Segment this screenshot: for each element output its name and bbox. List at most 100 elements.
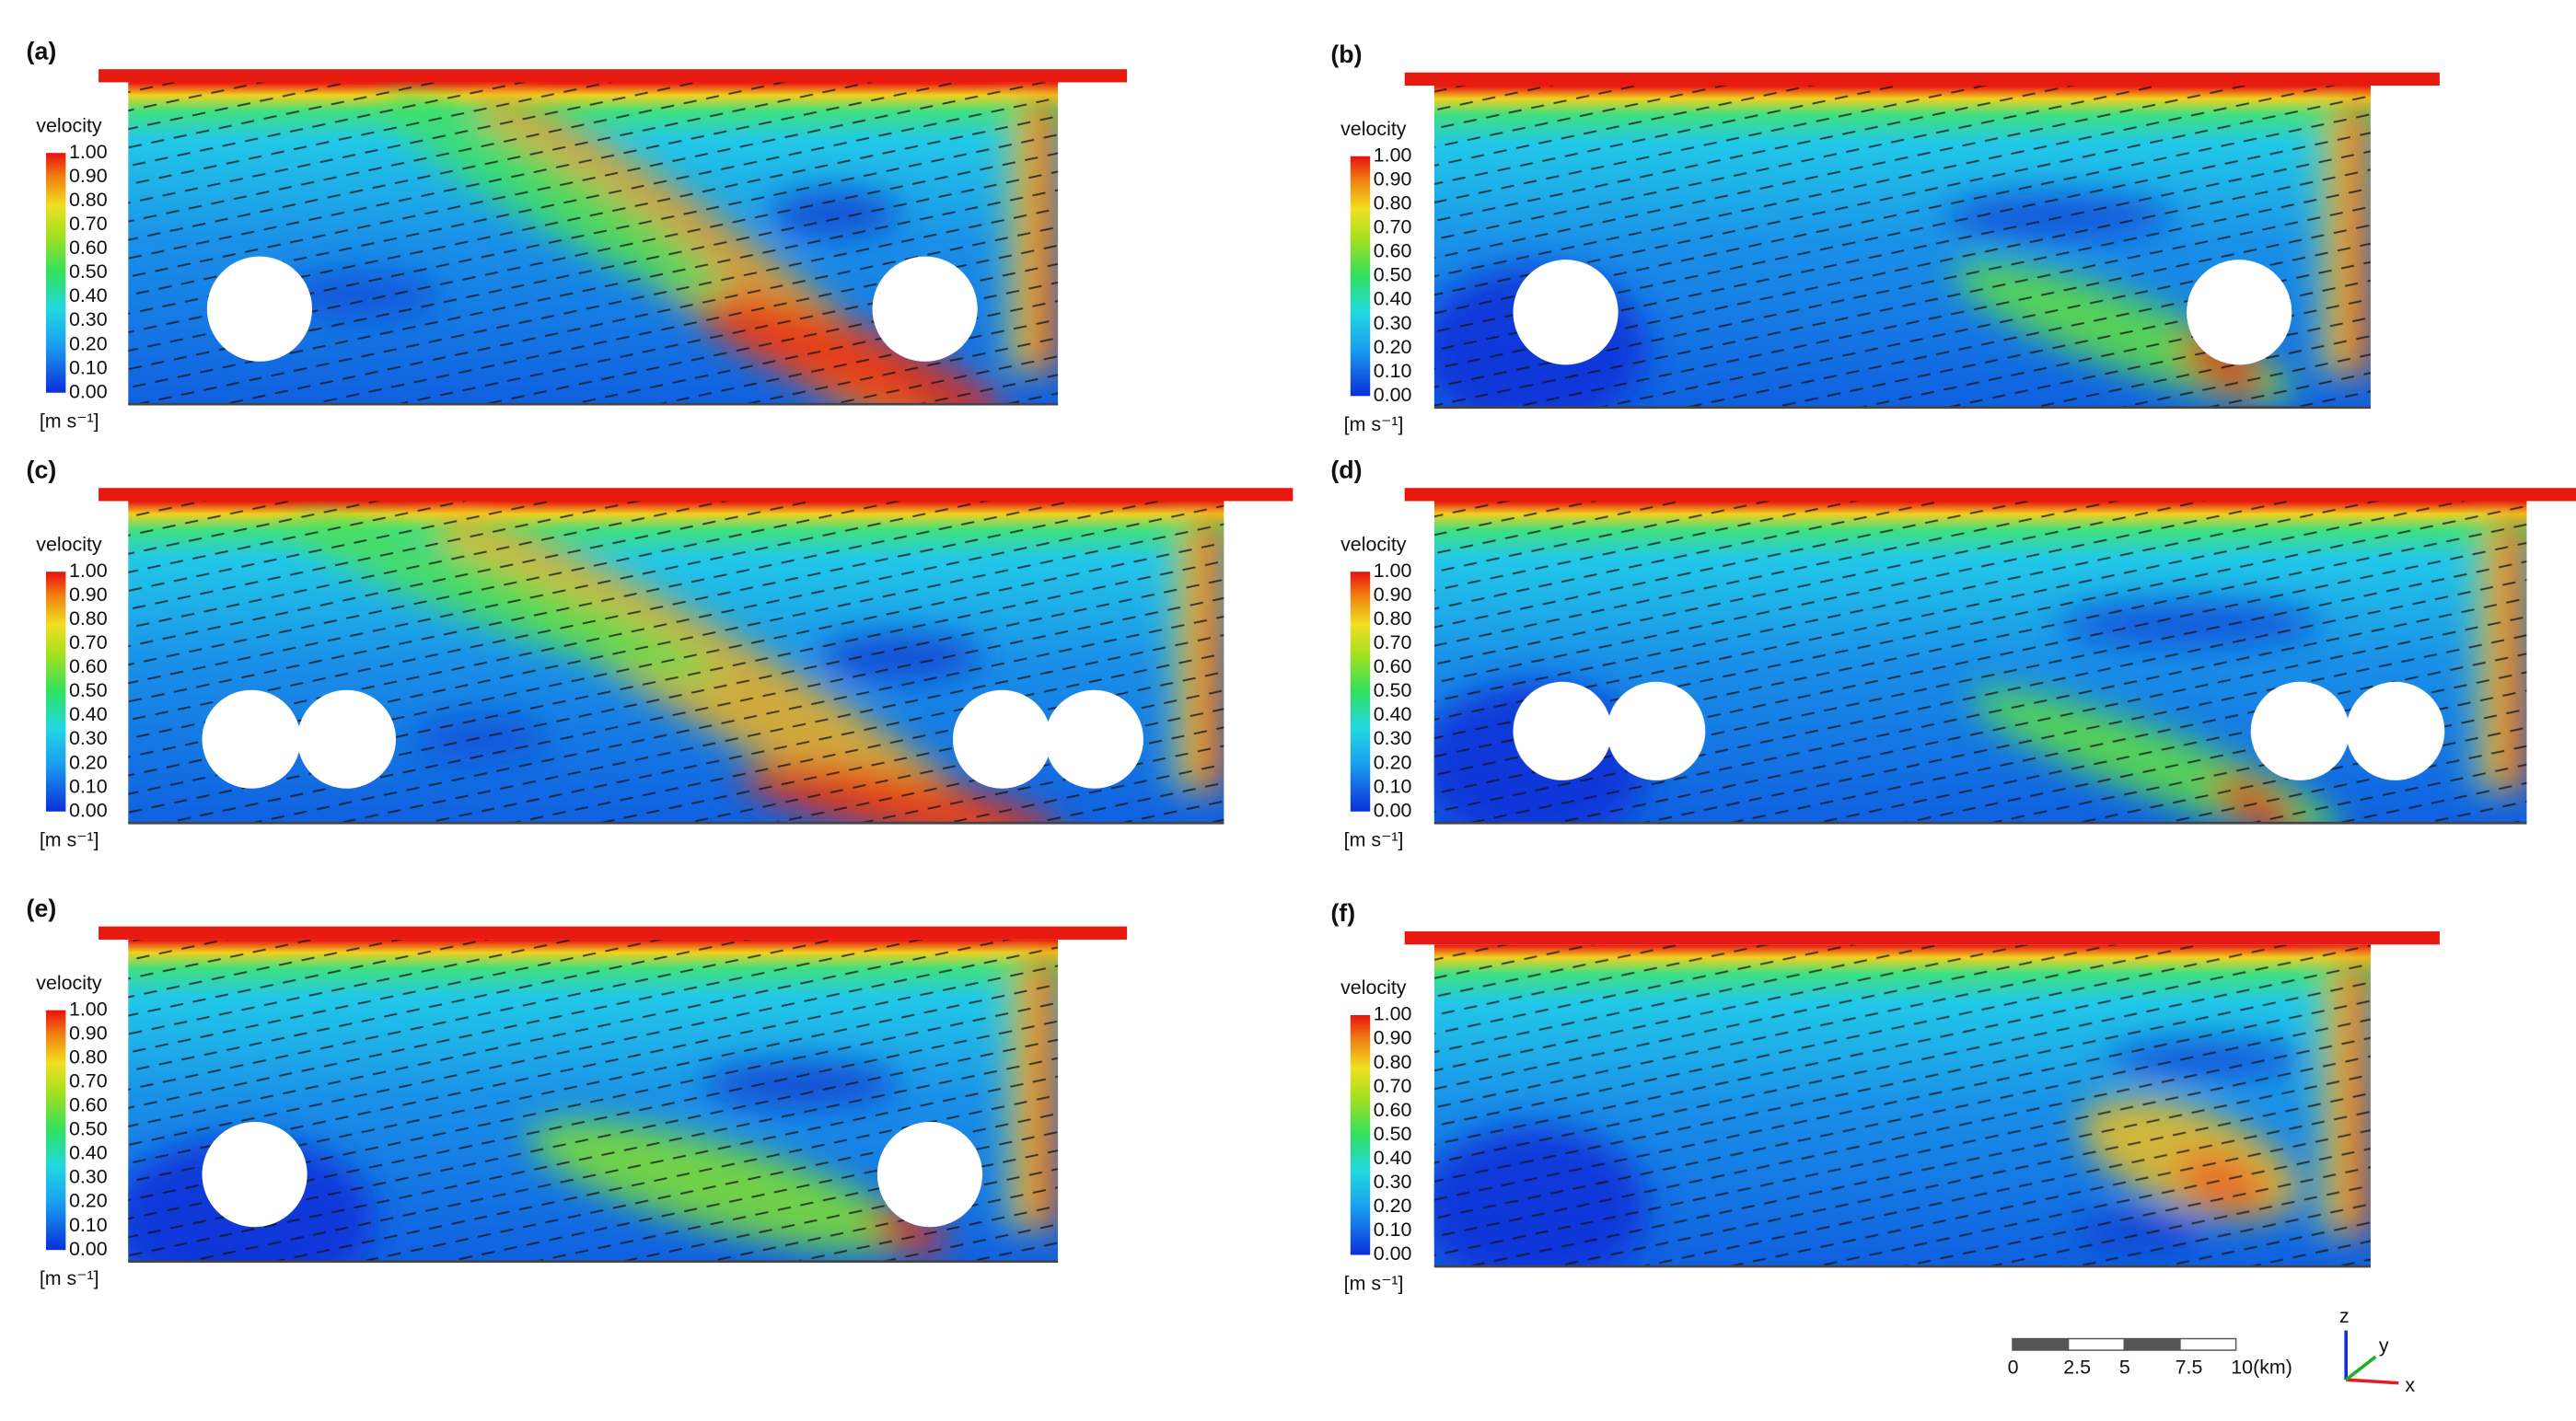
colorbar-tick-label: 0.00 (1374, 1242, 1412, 1265)
panel: (e)velocity1.000.900.800.700.600.500.400… (27, 895, 1128, 1289)
flow-field (1433, 86, 2371, 408)
colorbar (45, 153, 66, 393)
colorbar-tick-label: 0.10 (1374, 360, 1412, 382)
obstacle (876, 1122, 983, 1228)
panel-label: (c) (27, 456, 57, 483)
colorbar-tick-label: 0.70 (1374, 1075, 1412, 1097)
colorbar-tick-label: 0.60 (1374, 1099, 1412, 1121)
colorbar-tick-label: 0.70 (69, 213, 108, 235)
colorbar (45, 1010, 66, 1251)
colorbar-tick-label: 0.10 (1374, 775, 1412, 797)
panel-label: (d) (1330, 456, 1362, 483)
colorbar-tick-label: 0.40 (69, 284, 108, 306)
scale-segment (2123, 1337, 2181, 1351)
colorbar-tick-label: 0.60 (69, 655, 108, 677)
colorbar-title: velocity (1340, 118, 1407, 140)
axis-y (2345, 1355, 2377, 1381)
colorbar-tick-label: 0.60 (1374, 240, 1412, 262)
flow-field (128, 501, 1224, 824)
colorbar (45, 572, 66, 812)
flow-field (1433, 944, 2371, 1267)
colorbar-tick-label: 0.30 (69, 727, 108, 749)
obstacle (1044, 689, 1143, 789)
colorbar-unit: [m s⁻¹] (40, 1267, 99, 1289)
colorbar-title: velocity (36, 972, 102, 994)
scale-segment (2067, 1337, 2125, 1351)
colorbar-tick-label: 0.20 (69, 1190, 108, 1212)
colorbar-unit: [m s⁻¹] (40, 410, 99, 432)
panel: (d)velocity1.000.900.800.700.600.500.400… (1330, 456, 2576, 851)
colorbar-tick-label: 0.80 (1374, 192, 1412, 214)
obstacle (202, 689, 301, 789)
colorbar-tick-label: 0.50 (69, 679, 108, 701)
colorbar-title: velocity (1340, 976, 1407, 999)
colorbar-tick-label: 0.80 (69, 1046, 108, 1068)
colorbar-tick-label: 0.50 (1374, 1123, 1412, 1145)
colorbar-tick-label: 0.00 (1374, 384, 1412, 406)
top-bar (1404, 931, 2440, 945)
colorbar-title: velocity (36, 533, 102, 555)
scale-segment (2012, 1337, 2070, 1351)
colorbar-tick-label: 0.80 (69, 607, 108, 630)
obstacle (2346, 681, 2445, 780)
colorbar-tick-label: 1.00 (1374, 560, 1412, 582)
axis-label: x (2405, 1374, 2415, 1396)
obstacle (202, 1122, 307, 1228)
colorbar-tick-label: 0.80 (69, 189, 108, 211)
colorbar-tick-label: 0.80 (1374, 1051, 1412, 1073)
panel-label: (e) (27, 895, 57, 922)
flow-field (128, 939, 1059, 1262)
axis-label: z (2339, 1305, 2350, 1327)
colorbar-tick-label: 0.70 (69, 631, 108, 653)
colorbar-tick-label: 0.90 (1374, 583, 1412, 606)
obstacle (296, 689, 397, 789)
colorbar-tick-label: 0.00 (69, 799, 108, 821)
panel-label: (b) (1330, 40, 1362, 68)
panel: (b)velocity1.000.900.800.700.600.500.400… (1330, 40, 2440, 435)
colorbar-tick-label: 0.20 (1374, 1195, 1412, 1217)
panels: (a)velocity1.000.900.800.700.600.500.400… (27, 37, 2576, 1294)
colorbar-tick-label: 0.90 (69, 583, 108, 606)
colorbar-tick-label: 0.30 (69, 308, 108, 330)
colorbar-tick-label: 0.40 (1374, 288, 1412, 310)
colorbar-tick-label: 0.60 (1374, 655, 1412, 677)
colorbar-tick-label: 0.00 (69, 380, 108, 402)
colorbar (1350, 156, 1371, 397)
scale-label: 5 (2119, 1356, 2130, 1378)
colorbar-tick-label: 0.40 (1374, 1147, 1412, 1169)
colorbar-tick-label: 0.00 (69, 1238, 108, 1260)
panel-label: (a) (27, 37, 57, 64)
colorbar-tick-label: 0.60 (69, 237, 108, 259)
obstacle (952, 689, 1052, 789)
scale-label: 10(km) (2231, 1356, 2292, 1378)
scale-label: 7.5 (2176, 1356, 2203, 1378)
velocity-vectors (1433, 501, 2527, 824)
colorbar-title: velocity (1340, 533, 1407, 555)
colorbar-tick-label: 0.90 (69, 1022, 108, 1044)
colorbar-tick-label: 0.10 (69, 356, 108, 378)
colorbar-tick-label: 0.70 (69, 1069, 108, 1092)
colorbar-tick-label: 0.90 (69, 165, 108, 187)
obstacle (206, 256, 313, 362)
scale-bar: 0 2.5 5 7.5 10(km) z yx (2008, 1305, 2416, 1396)
colorbar-tick-label: 0.70 (1374, 631, 1412, 653)
top-bar (99, 69, 1128, 83)
colorbar-tick-label: 0.10 (69, 1214, 108, 1236)
colorbar-tick-label: 0.50 (1374, 679, 1412, 701)
obstacle (1513, 681, 1612, 780)
scale-label: 2.5 (2063, 1356, 2091, 1378)
colorbar-tick-label: 0.20 (1374, 336, 1412, 358)
scale-segment (2179, 1337, 2237, 1351)
colorbar-tick-label: 0.20 (69, 751, 108, 773)
obstacle (2187, 260, 2292, 365)
obstacle (1513, 260, 1619, 365)
colorbar-tick-label: 1.00 (69, 998, 108, 1020)
panel-label: (f) (1330, 899, 1355, 927)
top-bar (1404, 72, 2440, 87)
colorbar-tick-label: 0.40 (69, 1142, 108, 1164)
colorbar-tick-label: 0.60 (69, 1094, 108, 1116)
top-bar (99, 926, 1128, 940)
panel: (c)velocity1.000.900.800.700.600.500.400… (27, 456, 1294, 851)
flow-field (128, 82, 1059, 405)
